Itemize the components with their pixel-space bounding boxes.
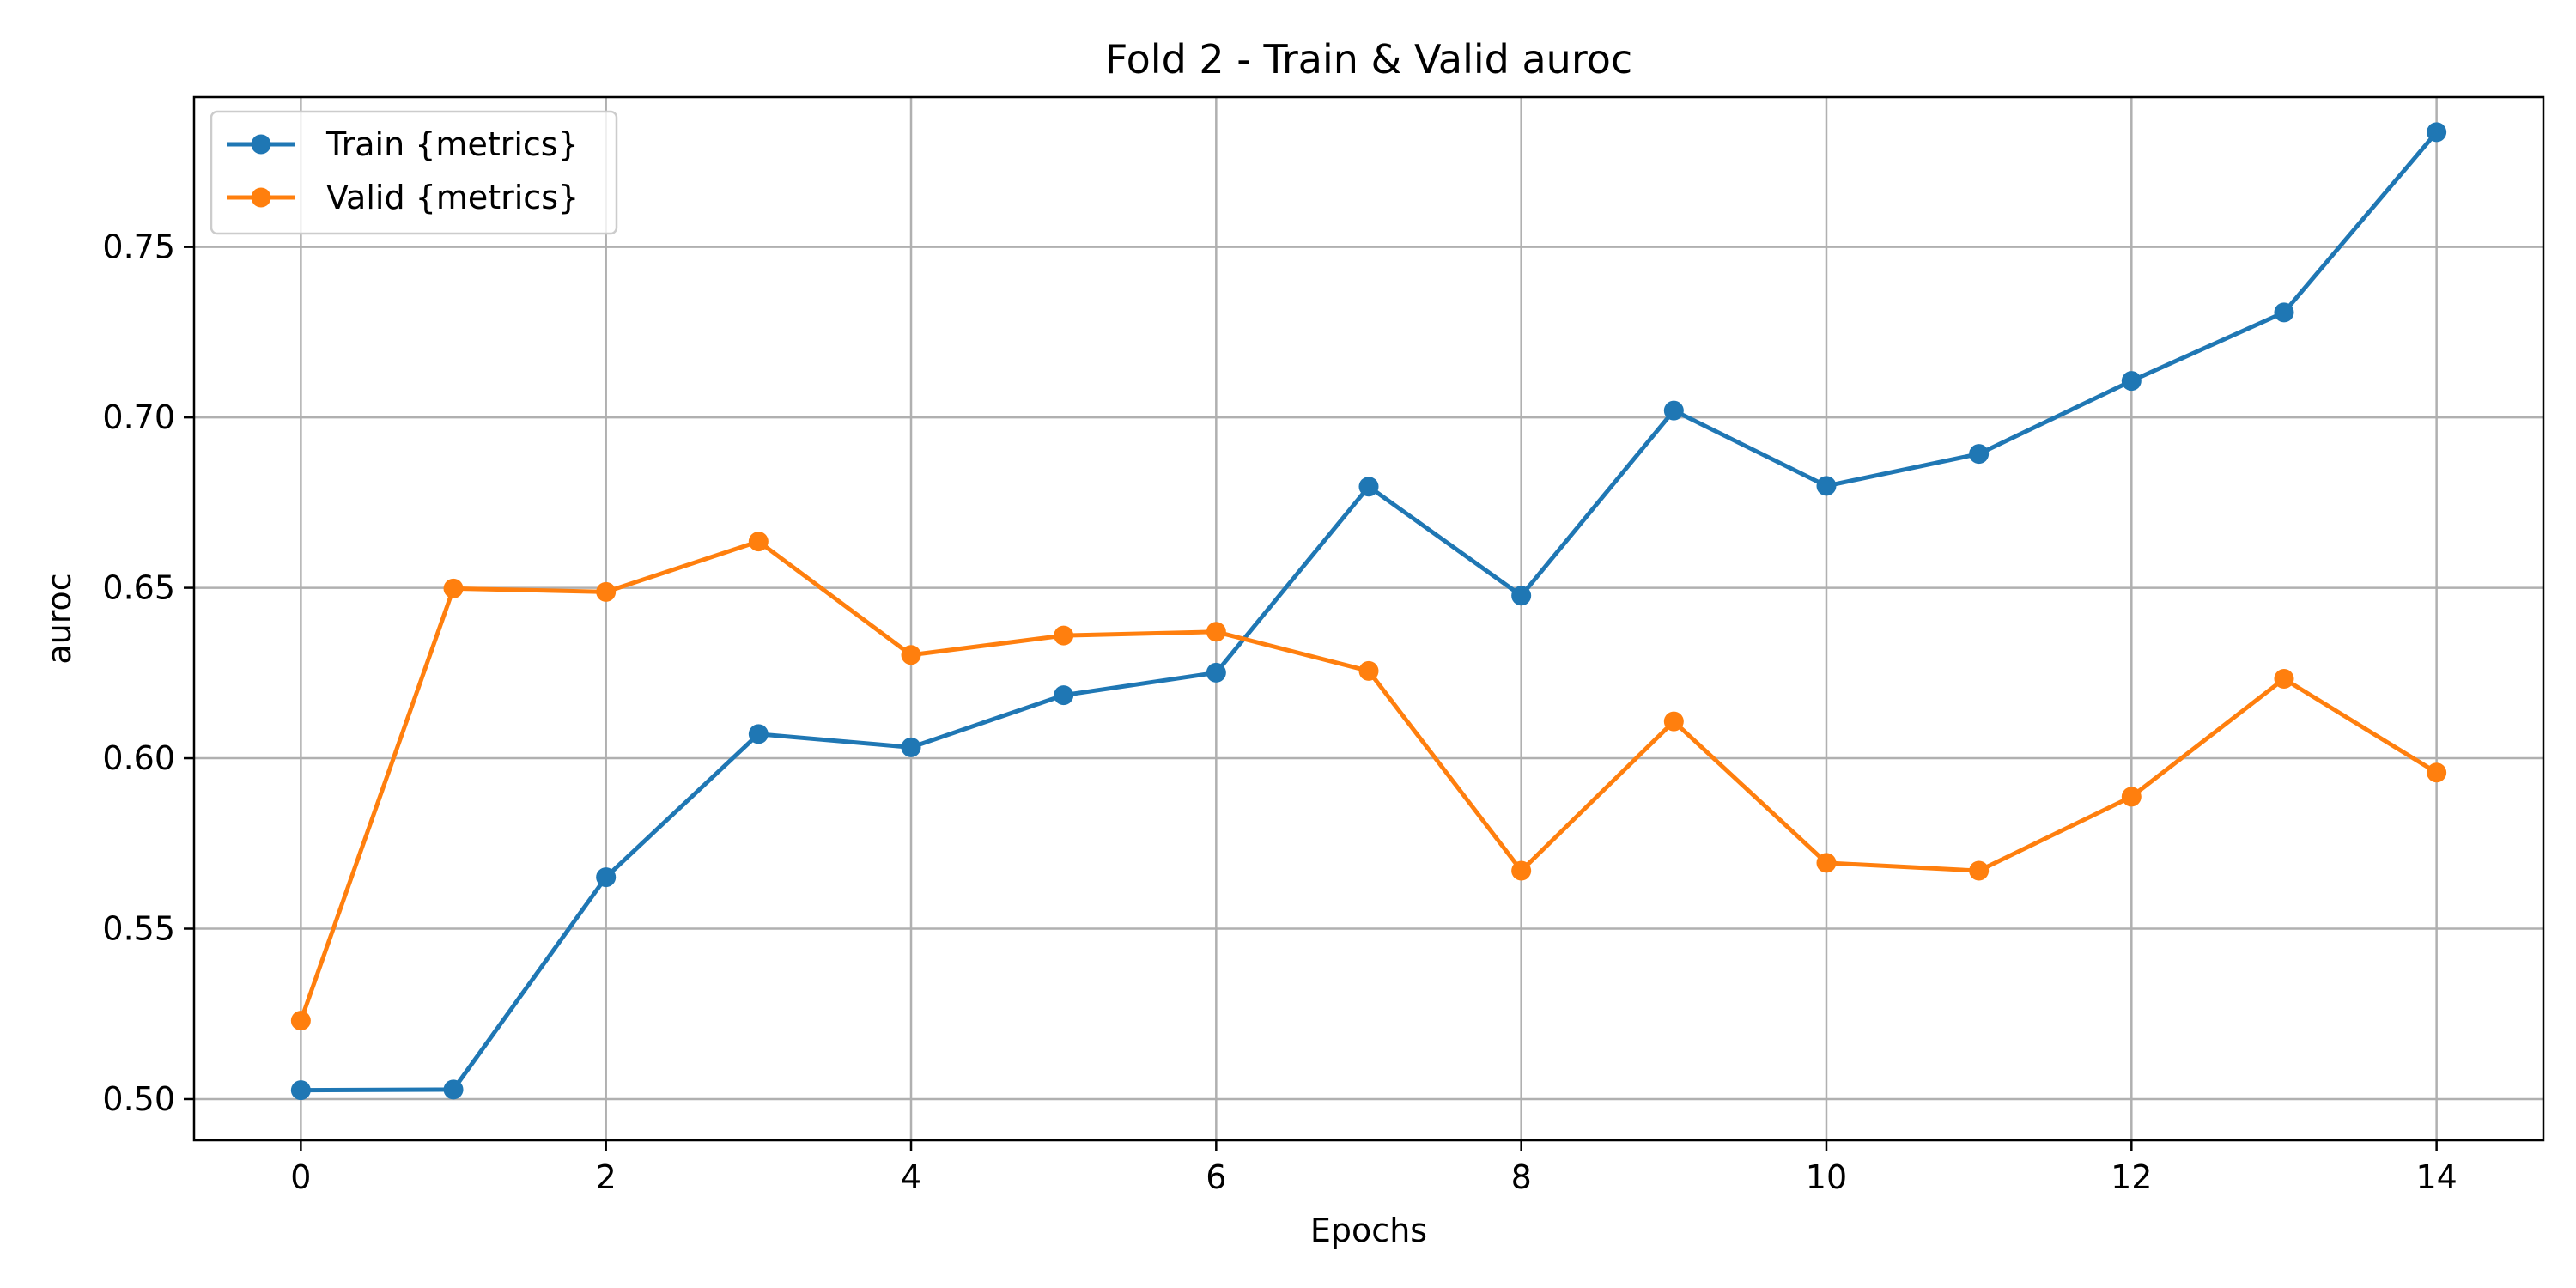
data-point xyxy=(1358,660,1379,681)
series-valid xyxy=(290,532,2447,1031)
ticks: 0 2 4 6 8 10 12 14 0.50 0.55 0.60 0.65 0.70 0.75 xyxy=(102,228,2457,1196)
legend-marker xyxy=(251,134,271,155)
data-point xyxy=(2121,787,2142,807)
data-point xyxy=(1511,586,1532,606)
data-point xyxy=(443,578,464,598)
series-line xyxy=(301,131,2439,1093)
data-point xyxy=(1511,860,1532,881)
y-tick-label: 0.65 xyxy=(102,569,175,607)
chart-title: Fold 2 - Train & Valid auroc xyxy=(1105,36,1632,82)
series-line xyxy=(299,539,2438,1022)
grid xyxy=(194,97,2543,1140)
data-point xyxy=(1206,622,1226,642)
legend-item: Train {metrics} xyxy=(227,125,579,163)
data-point xyxy=(1054,625,1074,646)
data-point xyxy=(1663,400,1684,421)
data-point xyxy=(1206,662,1226,683)
data-point xyxy=(1358,477,1379,497)
data-point xyxy=(748,532,769,552)
data-point xyxy=(443,1079,464,1100)
data-point xyxy=(1054,685,1074,706)
data-point xyxy=(1663,711,1684,732)
data-point xyxy=(2427,762,2447,783)
data-point xyxy=(2274,302,2294,323)
legend-item: Valid {metrics} xyxy=(227,179,579,216)
x-tick-label: 12 xyxy=(2111,1158,2152,1196)
plot-frame xyxy=(192,95,2545,1142)
x-axis-label: Epochs xyxy=(1310,1212,1427,1249)
data-point xyxy=(2274,669,2294,690)
data-point xyxy=(1969,860,1990,881)
data-point xyxy=(2121,371,2142,392)
data-point xyxy=(596,581,617,602)
y-tick-label: 0.50 xyxy=(102,1080,175,1118)
data-point xyxy=(1969,444,1990,465)
series-layer xyxy=(290,122,2447,1101)
x-tick-label: 8 xyxy=(1511,1158,1532,1196)
legend-marker xyxy=(251,187,271,208)
y-tick-label: 0.75 xyxy=(102,228,175,266)
series-train xyxy=(290,122,2447,1101)
data-point xyxy=(290,1080,311,1101)
data-point xyxy=(2427,122,2447,143)
x-tick-label: 0 xyxy=(290,1158,311,1196)
data-point xyxy=(901,645,921,665)
data-point xyxy=(748,724,769,744)
y-tick-label: 0.55 xyxy=(102,910,175,948)
data-point xyxy=(290,1011,311,1031)
y-tick-label: 0.60 xyxy=(102,739,175,777)
data-point xyxy=(596,867,617,888)
x-tick-label: 10 xyxy=(1806,1158,1847,1196)
legend-label: Valid {metrics} xyxy=(326,179,579,216)
legend: Train {metrics} Valid {metrics} xyxy=(210,110,618,235)
data-point xyxy=(1816,853,1837,873)
legend-label: Train {metrics} xyxy=(325,125,579,163)
data-point xyxy=(1816,476,1837,496)
y-axis-label: auroc xyxy=(40,573,78,664)
data-point xyxy=(901,737,921,757)
legend-box xyxy=(210,110,618,235)
x-tick-label: 2 xyxy=(596,1158,617,1196)
x-tick-label: 4 xyxy=(901,1158,921,1196)
x-tick-label: 6 xyxy=(1206,1158,1226,1196)
y-tick-label: 0.70 xyxy=(102,398,175,436)
x-tick-label: 14 xyxy=(2415,1158,2457,1196)
